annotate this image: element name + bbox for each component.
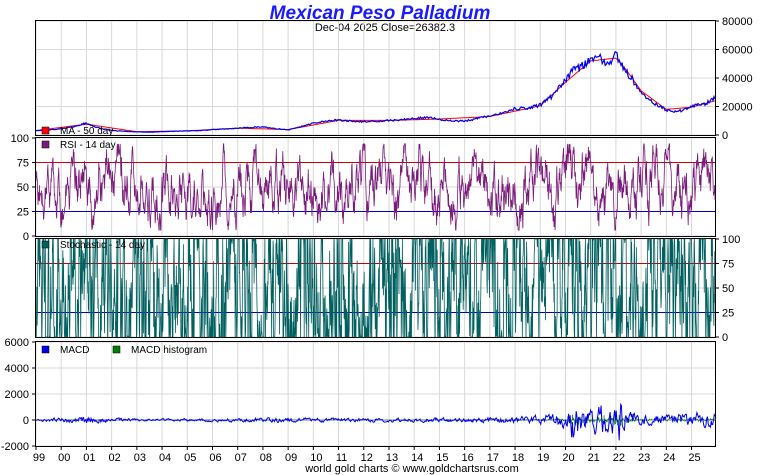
stochastic-line xyxy=(35,237,716,339)
x-tick-label: 12 xyxy=(361,452,373,464)
x-tick-label: 02 xyxy=(109,452,121,464)
x-tick-label: 23 xyxy=(638,452,650,464)
x-tick-label: 01 xyxy=(83,452,95,464)
y-tick-label: 20000 xyxy=(722,102,753,114)
chart-title: Mexican Peso Palladium xyxy=(270,3,491,24)
rsi-legend-label: RSI - 14 day xyxy=(60,140,116,151)
x-tick-label: 25 xyxy=(688,452,700,464)
y-tick-label: 0 xyxy=(23,415,29,427)
y-tick-label: 80000 xyxy=(722,16,753,28)
stochastic-legend: Stochastic - 14 day xyxy=(41,240,145,251)
rsi-legend-swatch xyxy=(41,140,50,149)
ma-legend-label: MA - 50 day xyxy=(60,126,113,137)
chart-subtitle: Dec-04 2025 Close=26382.3 xyxy=(315,22,455,34)
rsi-legend: RSI - 14 day xyxy=(41,140,116,151)
x-tick-label: 14 xyxy=(411,452,423,464)
x-tick-label: 11 xyxy=(336,452,347,464)
x-tick-label: 13 xyxy=(386,452,398,464)
price-legend: MA - 50 day xyxy=(41,126,113,137)
ma-legend-swatch xyxy=(41,126,50,135)
y-tick-label: 4000 xyxy=(5,363,29,375)
x-tick-label: 19 xyxy=(537,452,549,464)
y-tick-label: 6000 xyxy=(5,337,29,349)
y-tick-label: 0 xyxy=(23,231,29,243)
y-tick-label: 0 xyxy=(722,332,728,344)
x-tick-label: 99 xyxy=(33,452,45,464)
x-tick-label: 04 xyxy=(159,452,171,464)
x-tick-label: 16 xyxy=(462,452,474,464)
y-tick-label: 50 xyxy=(17,182,29,194)
y-tick-label: 100 xyxy=(722,234,740,246)
y-tick-label: 0 xyxy=(722,130,728,142)
y-tick-label: 25 xyxy=(722,308,734,320)
x-tick-label: 06 xyxy=(209,452,221,464)
chart-credit: world gold charts © www.goldchartsrus.co… xyxy=(304,463,519,475)
x-tick-label: 09 xyxy=(285,452,297,464)
stochastic-legend-swatch xyxy=(41,240,50,249)
y-tick-label: 60000 xyxy=(722,45,753,57)
x-tick-label: 07 xyxy=(235,452,247,464)
y-tick-label: 25 xyxy=(17,207,29,219)
price-line xyxy=(35,51,716,133)
x-tick-label: 15 xyxy=(436,452,448,464)
macd-histogram-legend-swatch xyxy=(112,345,121,354)
macd-histogram-legend-label: MACD histogram xyxy=(131,345,207,356)
y-tick-label: 75 xyxy=(17,158,29,170)
y-tick-label: 40000 xyxy=(722,73,753,85)
x-tick-label: 00 xyxy=(58,452,70,464)
macd-legend-swatch xyxy=(41,345,50,354)
x-tick-label: 18 xyxy=(512,452,524,464)
x-tick-label: 20 xyxy=(562,452,574,464)
macd-legend: MACD MACD histogram xyxy=(41,345,207,356)
x-tick-label: 21 xyxy=(588,452,600,464)
x-tick-label: 24 xyxy=(663,452,675,464)
y-tick-label: 100 xyxy=(11,133,29,145)
x-tick-label: 03 xyxy=(134,452,146,464)
y-tick-label: -2000 xyxy=(1,441,29,453)
y-tick-label: 75 xyxy=(722,259,734,271)
rsi-line xyxy=(35,143,716,231)
y-tick-label: 50 xyxy=(722,283,734,295)
x-tick-label: 08 xyxy=(260,452,272,464)
ma-50-day-line xyxy=(35,57,716,133)
y-tick-label: 2000 xyxy=(5,389,29,401)
macd-legend-label: MACD xyxy=(60,345,89,356)
stochastic-legend-label: Stochastic - 14 day xyxy=(60,240,145,251)
x-tick-label: 17 xyxy=(487,452,499,464)
macd-line xyxy=(35,402,716,441)
x-tick-label: 22 xyxy=(613,452,625,464)
x-tick-label: 10 xyxy=(310,452,322,464)
x-tick-label: 05 xyxy=(184,452,196,464)
